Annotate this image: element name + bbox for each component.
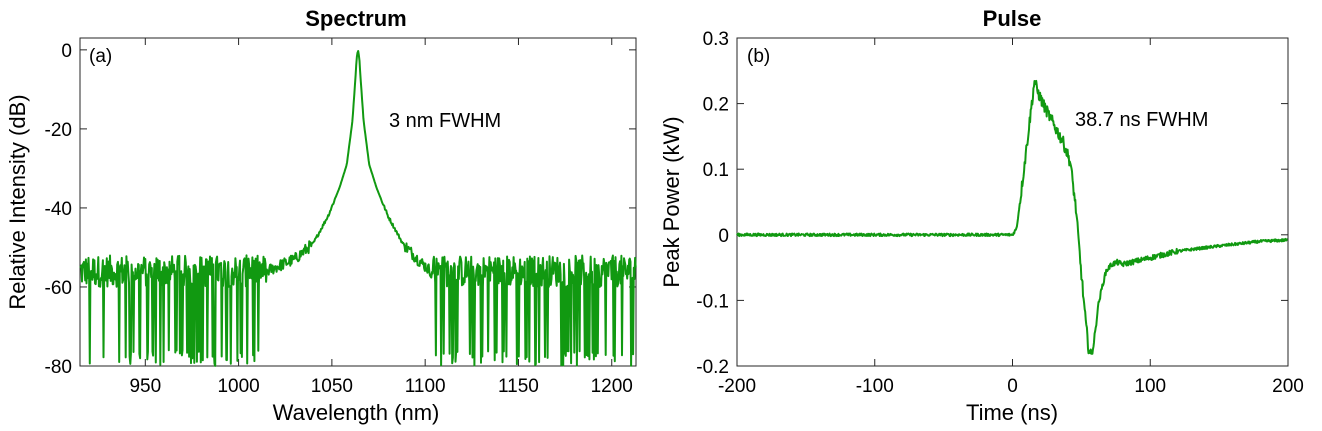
spectrum-xtick-label: 950 xyxy=(129,376,161,397)
spectrum-ticks: 950 1000 1050 1100 1150 1200 0 -20 -40 -60 -80 xyxy=(45,38,636,397)
pulse-xtick-label: -200 xyxy=(718,376,756,397)
pulse-ticks: -200 -100 0 100 200 0.3 0.2 0.1 0 -0.1 -0.2 xyxy=(696,29,1304,397)
pulse-panel-label: (b) xyxy=(747,46,770,67)
pulse-title: Pulse xyxy=(983,6,1042,31)
spectrum-ytick-label: -20 xyxy=(45,120,72,141)
pulse-ytick-label: 0.1 xyxy=(703,160,729,181)
spectrum-ytick-label: -80 xyxy=(45,357,72,378)
pulse-ytick-label: 0.2 xyxy=(703,95,729,116)
spectrum-ytick-label: -40 xyxy=(45,199,72,220)
pulse-panel: Pulse (b) -200 -100 0 100 2000.30.20.10-0.1-… xyxy=(659,6,1304,425)
pulse-ytick-label: 0 xyxy=(718,226,729,247)
spectrum-xtick-label: 1100 xyxy=(405,376,446,397)
pulse-ytick-label: 0.3 xyxy=(703,29,729,50)
spectrum-xtick-label: 1150 xyxy=(498,376,539,397)
spectrum-fwhm-annotation: 3 nm FWHM xyxy=(389,110,501,132)
pulse-xtick-label: -100 xyxy=(856,376,894,397)
spectrum-xtick-label: 1050 xyxy=(311,376,353,397)
spectrum-panel-label: (a) xyxy=(89,46,112,67)
pulse-xtick-label: 100 xyxy=(1134,376,1166,397)
spectrum-ytick-label: 0 xyxy=(61,41,72,62)
spectrum-x-axis-label: Wavelength (nm) xyxy=(273,400,440,425)
spectrum-axes-frame xyxy=(79,37,637,367)
pulse-xtick-label: 200 xyxy=(1272,376,1304,397)
pulse-series xyxy=(736,79,1288,355)
pulse-axes-frame xyxy=(736,37,1289,367)
pulse-xtick-label: 0 xyxy=(1007,376,1018,397)
pulse-y-axis-label: Peak Power (kW) xyxy=(659,116,684,287)
spectrum-y-axis-label: Relative Intensity (dB) xyxy=(5,94,30,309)
pulse-x-axis-label: Time (ns) xyxy=(966,400,1058,425)
spectrum-panel: Spectrum (a) 950 1000 1050 1100 1150 1200 0 -20… xyxy=(5,6,637,425)
spectrum-xtick-label: 1000 xyxy=(217,376,259,397)
spectrum-xtick-label: 1200 xyxy=(591,376,633,397)
pulse-ytick-label: -0.1 xyxy=(696,291,729,312)
pulse-fwhm-annotation: 38.7 ns FWHM xyxy=(1075,109,1208,131)
spectrum-title: Spectrum xyxy=(305,6,406,31)
spectrum-ytick-label: -60 xyxy=(45,278,72,299)
pulse-trace xyxy=(736,79,1288,355)
pulse-ytick-label: -0.2 xyxy=(696,357,729,378)
spectrum-series xyxy=(79,50,637,367)
spectrum-trace xyxy=(79,50,637,367)
